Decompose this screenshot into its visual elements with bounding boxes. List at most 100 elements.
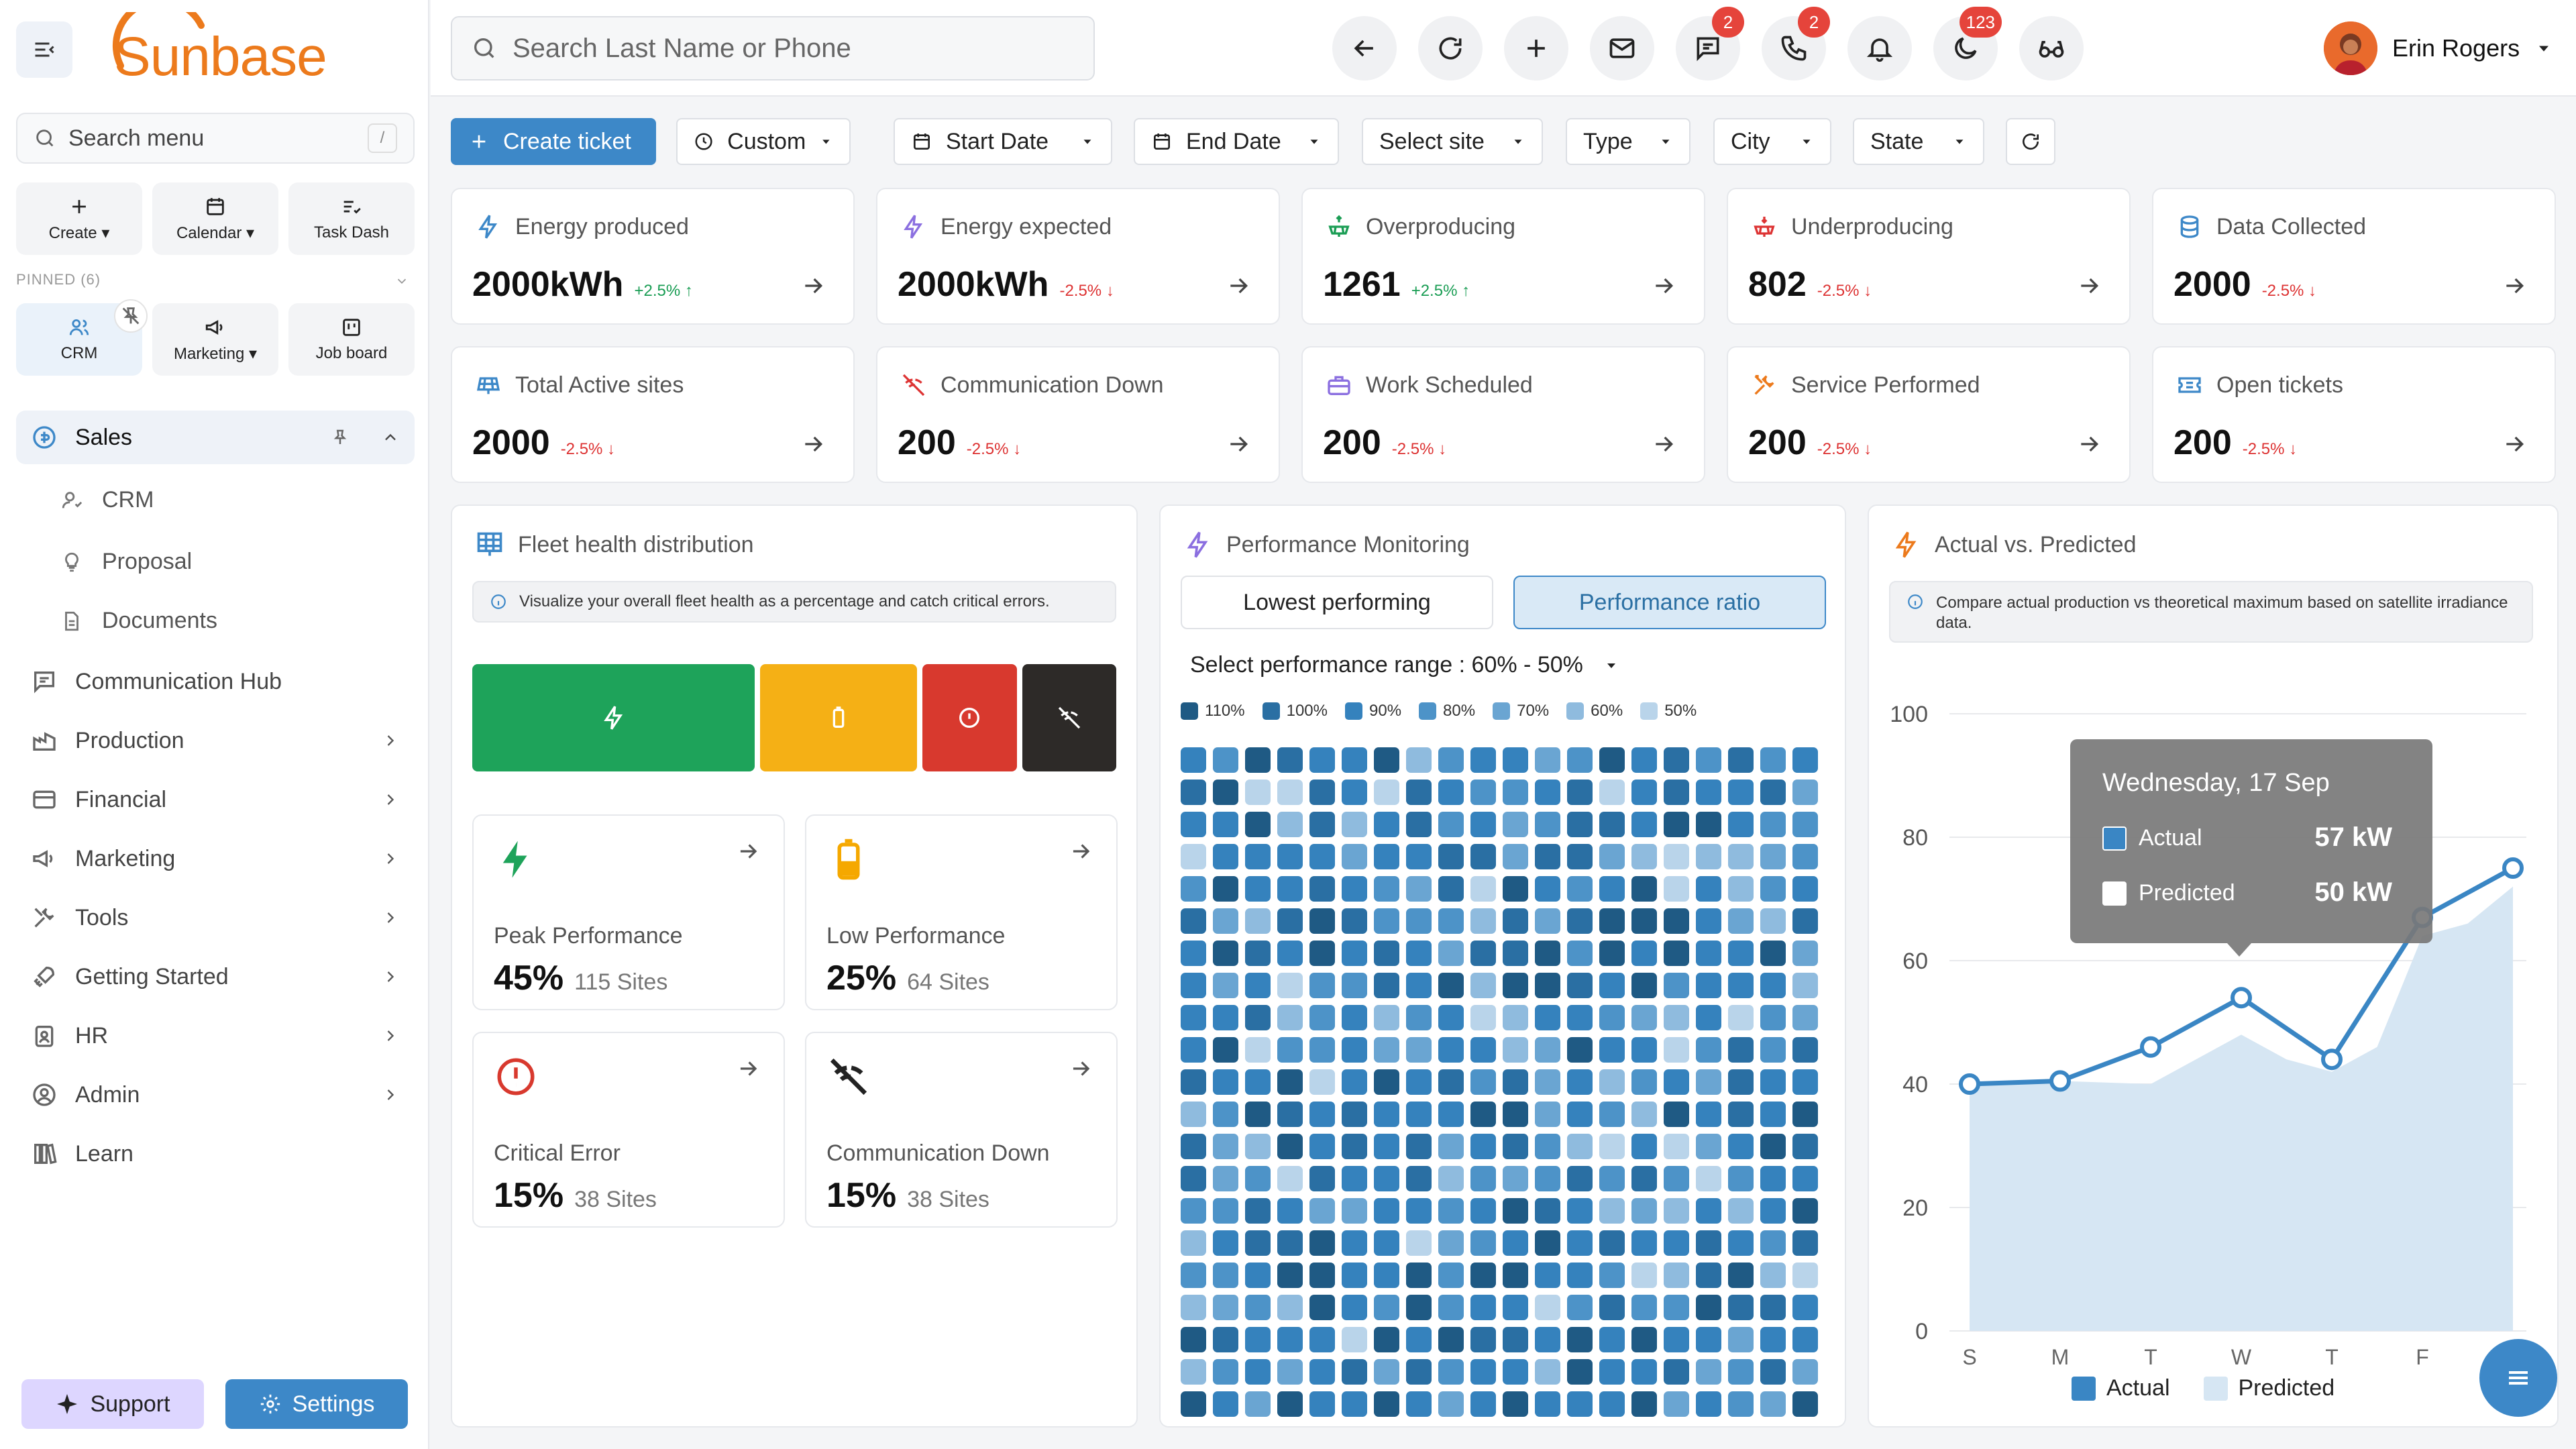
- heatmap-cell[interactable]: [1277, 812, 1303, 837]
- heatmap-cell[interactable]: [1664, 812, 1689, 837]
- heatmap-cell[interactable]: [1342, 876, 1367, 902]
- heatmap-cell[interactable]: [1181, 1005, 1206, 1030]
- heatmap-cell[interactable]: [1792, 812, 1818, 837]
- heatmap-cell[interactable]: [1567, 1037, 1593, 1063]
- heatmap-cell[interactable]: [1567, 1005, 1593, 1030]
- heatmap-cell[interactable]: [1503, 973, 1528, 998]
- heatmap-cell[interactable]: [1760, 844, 1786, 869]
- heatmap-cell[interactable]: [1599, 812, 1625, 837]
- create-ticket-button[interactable]: Create ticket: [451, 118, 656, 165]
- heatmap-cell[interactable]: [1503, 1263, 1528, 1288]
- sidebar-toggle-button[interactable]: [16, 21, 72, 78]
- stat-card-energy-expected[interactable]: Energy expected 2000kWh -2.5% ↓: [876, 188, 1280, 325]
- heatmap-cell[interactable]: [1792, 780, 1818, 805]
- heatmap-cell[interactable]: [1438, 1102, 1464, 1127]
- heatmap-cell[interactable]: [1631, 876, 1657, 902]
- heatmap-cell[interactable]: [1728, 1391, 1754, 1417]
- heatmap-cell[interactable]: [1535, 876, 1560, 902]
- heatmap-cell[interactable]: [1503, 1327, 1528, 1352]
- heatmap-cell[interactable]: [1213, 876, 1238, 902]
- sidebar-item-tools[interactable]: Tools: [16, 891, 415, 945]
- heatmap-cell[interactable]: [1664, 876, 1689, 902]
- heatmap-cell[interactable]: [1599, 973, 1625, 998]
- heatmap-cell[interactable]: [1599, 1166, 1625, 1191]
- heatmap-cell[interactable]: [1567, 1230, 1593, 1256]
- heatmap-cell[interactable]: [1503, 844, 1528, 869]
- heatmap-cell[interactable]: [1567, 1069, 1593, 1095]
- heatmap-cell[interactable]: [1181, 1230, 1206, 1256]
- heatmap-cell[interactable]: [1181, 780, 1206, 805]
- heatmap-cell[interactable]: [1470, 1134, 1496, 1159]
- heatmap-cell[interactable]: [1309, 1005, 1335, 1030]
- heatmap-cell[interactable]: [1728, 1198, 1754, 1224]
- heatmap-cell[interactable]: [1470, 1263, 1496, 1288]
- heatmap-cell[interactable]: [1342, 1327, 1367, 1352]
- heatmap-cell[interactable]: [1599, 1327, 1625, 1352]
- heatmap-cell[interactable]: [1406, 1198, 1432, 1224]
- heatmap-cell[interactable]: [1374, 1295, 1399, 1320]
- heatmap-cell[interactable]: [1181, 1166, 1206, 1191]
- heatmap-cell[interactable]: [1728, 1295, 1754, 1320]
- heatmap-cell[interactable]: [1213, 1327, 1238, 1352]
- heatmap-cell[interactable]: [1245, 1391, 1271, 1417]
- heatmap-cell[interactable]: [1567, 844, 1593, 869]
- heatmap-cell[interactable]: [1760, 1263, 1786, 1288]
- sidebar-item-production[interactable]: Production: [16, 714, 415, 767]
- heatmap-cell[interactable]: [1535, 908, 1560, 934]
- heatmap-cell[interactable]: [1567, 747, 1593, 773]
- heatmap-cell[interactable]: [1374, 1327, 1399, 1352]
- heatmap-cell[interactable]: [1470, 908, 1496, 934]
- create-button[interactable]: Create ▾: [16, 182, 142, 255]
- heatmap-cell[interactable]: [1567, 1359, 1593, 1385]
- heatmap-cell[interactable]: [1696, 812, 1721, 837]
- heatmap-cell[interactable]: [1728, 1359, 1754, 1385]
- heatmap-cell[interactable]: [1535, 1005, 1560, 1030]
- heatmap-cell[interactable]: [1438, 973, 1464, 998]
- heatmap-cell[interactable]: [1438, 876, 1464, 902]
- heatmap-cell[interactable]: [1181, 908, 1206, 934]
- heatmap-cell[interactable]: [1696, 747, 1721, 773]
- heatmap-cell[interactable]: [1696, 973, 1721, 998]
- heatmap-cell[interactable]: [1567, 908, 1593, 934]
- sidebar-item-sales[interactable]: Sales: [16, 411, 415, 464]
- peak-performance-card[interactable]: Peak Performance 45% 115 Sites: [472, 814, 785, 1010]
- heatmap-cell[interactable]: [1374, 1069, 1399, 1095]
- heatmap-cell[interactable]: [1728, 780, 1754, 805]
- heatmap-cell[interactable]: [1181, 812, 1206, 837]
- heatmap-cell[interactable]: [1728, 876, 1754, 902]
- heatmap-cell[interactable]: [1760, 973, 1786, 998]
- state-dropdown[interactable]: State: [1853, 118, 1984, 165]
- heatmap-cell[interactable]: [1696, 1102, 1721, 1127]
- heatmap-cell[interactable]: [1277, 1295, 1303, 1320]
- heatmap-cell[interactable]: [1631, 1327, 1657, 1352]
- heatmap-cell[interactable]: [1245, 1230, 1271, 1256]
- heatmap-cell[interactable]: [1631, 1359, 1657, 1385]
- heatmap-cell[interactable]: [1213, 1263, 1238, 1288]
- heatmap-cell[interactable]: [1503, 1295, 1528, 1320]
- heatmap-cell[interactable]: [1245, 1005, 1271, 1030]
- heatmap-cell[interactable]: [1342, 812, 1367, 837]
- fleet-bar-segment-critical[interactable]: [922, 664, 1017, 771]
- heatmap-cell[interactable]: [1470, 1295, 1496, 1320]
- heatmap-cell[interactable]: [1599, 1037, 1625, 1063]
- heatmap-cell[interactable]: [1277, 876, 1303, 902]
- heatmap-cell[interactable]: [1470, 1359, 1496, 1385]
- heatmap-cell[interactable]: [1792, 941, 1818, 966]
- add-button[interactable]: [1504, 16, 1568, 80]
- heatmap-cell[interactable]: [1664, 1198, 1689, 1224]
- heatmap-cell[interactable]: [1438, 1230, 1464, 1256]
- heatmap-cell[interactable]: [1245, 1134, 1271, 1159]
- heatmap-cell[interactable]: [1599, 1005, 1625, 1030]
- stat-card-service-performed[interactable]: Service Performed 200 -2.5% ↓: [1727, 346, 2131, 483]
- heatmap-cell[interactable]: [1277, 1005, 1303, 1030]
- heatmap-cell[interactable]: [1535, 1037, 1560, 1063]
- heatmap-cell[interactable]: [1277, 1037, 1303, 1063]
- tab-performance-ratio[interactable]: Performance ratio: [1513, 576, 1826, 629]
- heatmap-cell[interactable]: [1438, 747, 1464, 773]
- low-performance-card[interactable]: Low Performance 25% 64 Sites: [805, 814, 1118, 1010]
- heatmap-cell[interactable]: [1406, 747, 1432, 773]
- heatmap-cell[interactable]: [1535, 1230, 1560, 1256]
- heatmap-cell[interactable]: [1245, 1166, 1271, 1191]
- fleet-bar-segment-comm[interactable]: [1022, 664, 1117, 771]
- heatmap-cell[interactable]: [1374, 1230, 1399, 1256]
